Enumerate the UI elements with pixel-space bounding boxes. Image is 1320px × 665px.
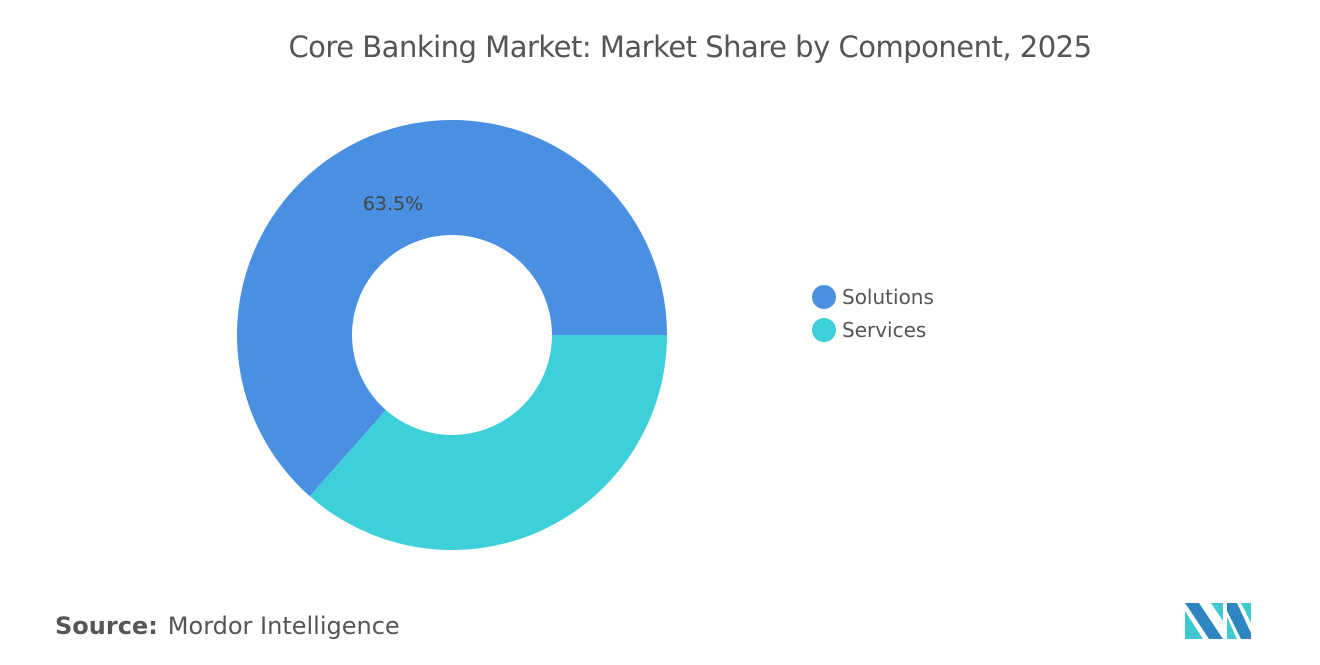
- mordor-intelligence-logo: [1185, 603, 1251, 639]
- legend-item-solutions: Solutions: [812, 285, 934, 309]
- slice-solutions: [236, 119, 667, 497]
- legend-item-services: Services: [812, 318, 926, 342]
- legend-label-solutions: Solutions: [842, 285, 934, 309]
- slice-services: [309, 335, 667, 550]
- source-value: Mordor Intelligence: [167, 612, 400, 640]
- data-label-solutions: 63.5%: [363, 193, 423, 215]
- legend-swatch-solutions: [812, 285, 836, 309]
- legend-swatch-services: [812, 318, 836, 342]
- source-label: Source:: [55, 612, 158, 640]
- source-note: Source: Mordor Intelligence: [55, 612, 400, 640]
- chart-title: Core Banking Market: Market Share by Com…: [288, 30, 1092, 64]
- legend-label-services: Services: [842, 318, 927, 342]
